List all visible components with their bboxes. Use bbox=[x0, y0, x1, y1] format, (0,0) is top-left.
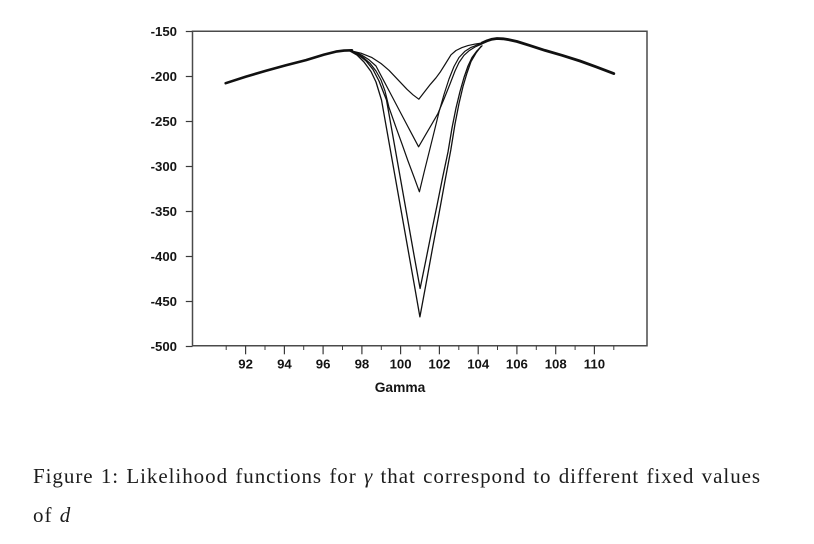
svg-text:102: 102 bbox=[428, 357, 450, 372]
svg-text:-350: -350 bbox=[151, 204, 177, 219]
svg-text:110: 110 bbox=[584, 357, 605, 372]
svg-text:98: 98 bbox=[355, 357, 370, 372]
svg-text:108: 108 bbox=[545, 357, 567, 372]
svg-text:-200: -200 bbox=[151, 69, 177, 84]
svg-text:100: 100 bbox=[390, 357, 412, 372]
svg-text:Gamma: Gamma bbox=[375, 380, 426, 395]
svg-text:106: 106 bbox=[506, 357, 528, 372]
svg-text:96: 96 bbox=[316, 357, 331, 372]
svg-text:104: 104 bbox=[467, 357, 490, 372]
svg-text:-300: -300 bbox=[151, 159, 177, 174]
svg-text:-450: -450 bbox=[151, 294, 177, 309]
svg-text:-400: -400 bbox=[151, 249, 177, 264]
svg-text:-250: -250 bbox=[151, 114, 177, 129]
svg-text:92: 92 bbox=[238, 357, 253, 372]
svg-text:-500: -500 bbox=[151, 339, 177, 354]
svg-text:-150: -150 bbox=[151, 24, 177, 39]
svg-text:94: 94 bbox=[277, 357, 292, 372]
